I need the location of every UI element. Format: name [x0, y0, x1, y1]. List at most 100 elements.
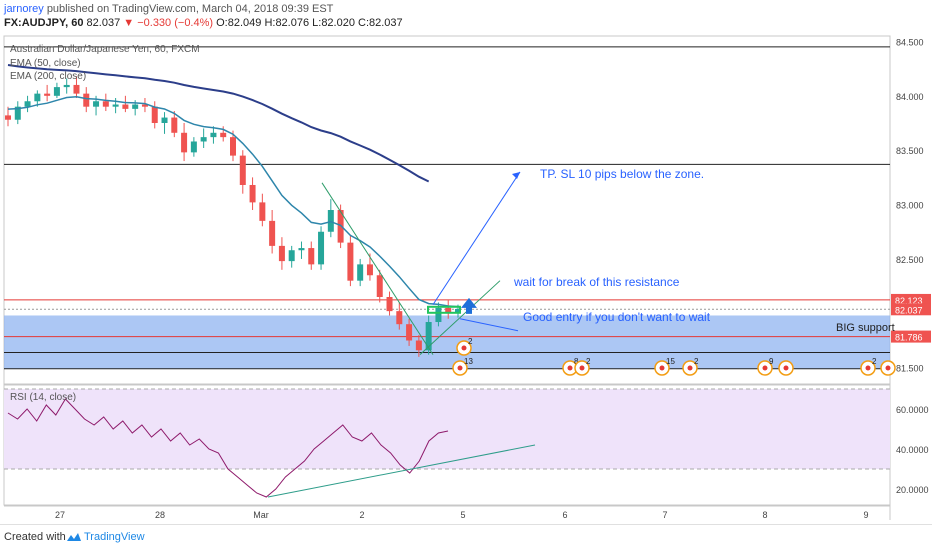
tradingview-brand[interactable]: TradingView: [84, 531, 145, 543]
price-tick-label: 81.500: [896, 364, 924, 374]
time-tick-label: 6: [562, 510, 567, 520]
rsi-title: RSI (14, close): [10, 392, 76, 403]
symbol-line: FX:AUDJPY, 60 82.037 ▼ −0.330 (−0.4%) O:…: [4, 17, 403, 29]
candle-body: [44, 93, 51, 96]
candle-body: [386, 297, 393, 312]
candle-body: [181, 132, 188, 153]
candle-body: [220, 132, 227, 138]
time-tick-label: 27: [55, 510, 65, 520]
candle-body: [298, 248, 305, 251]
candle-body: [259, 202, 266, 221]
price-tick-label: 82.500: [896, 255, 924, 265]
ema200-line: [7, 64, 430, 183]
rsi-trendline: [267, 444, 536, 498]
tp-arrow: [432, 171, 521, 305]
candle-body: [239, 155, 246, 185]
time-tick-label: 8: [762, 510, 767, 520]
author-link[interactable]: jarnorey: [4, 3, 44, 15]
candle-body: [406, 324, 413, 341]
event-dot-icon: [762, 365, 768, 371]
legend-ema50: EMA (50, close): [10, 58, 81, 69]
event-badge-count: 2: [694, 357, 699, 366]
candle-body: [435, 307, 442, 323]
event-dot-icon: [461, 345, 467, 351]
rsi-tick-label: 60.0000: [896, 405, 929, 415]
last-price: 82.037: [86, 17, 121, 29]
annotation-entry: Good entry if you don't want to wait: [523, 310, 711, 324]
candle-body: [269, 220, 276, 246]
price-label-box: [891, 293, 931, 306]
candle-body: [200, 137, 207, 142]
annotation-support: BIG support: [836, 322, 895, 334]
publish-line: jarnorey published on TradingView.com, M…: [4, 3, 333, 15]
price-chart[interactable]: 213 8 2 15 2 9 2 84.50084.00083.50083.00082.50…: [0, 32, 932, 524]
candle-body: [455, 308, 461, 314]
time-tick-label: 2: [359, 510, 364, 520]
wedge-trendline-upper: [321, 182, 434, 355]
event-dot-icon: [659, 365, 665, 371]
candle-body: [93, 101, 100, 107]
candle-body: [63, 84, 70, 88]
event-dot-icon: [579, 365, 585, 371]
rsi-tick-label: 20.0000: [896, 485, 929, 495]
entry-box: [427, 305, 461, 314]
event-dot-icon: [783, 365, 789, 371]
candle-body: [161, 117, 168, 123]
event-badge-count: 2: [872, 357, 877, 366]
support-zone: [4, 315, 890, 369]
candle-body: [151, 106, 158, 123]
candle-body: [308, 248, 315, 265]
price-label: 82.123: [895, 296, 923, 306]
time-tick-label: 9: [863, 510, 868, 520]
event-dot-icon: [567, 365, 573, 371]
price-label-box: [891, 303, 931, 316]
event-badge-count: 15: [666, 357, 675, 366]
candle-body: [132, 104, 139, 109]
price-tick-label: 83.500: [896, 146, 924, 156]
event-dot-icon: [687, 365, 693, 371]
publish-info: published on TradingView.com, March 04, …: [46, 3, 334, 15]
tradingview-logo-icon[interactable]: [66, 529, 82, 547]
candle-body: [366, 264, 373, 276]
price-tick-label: 84.500: [896, 37, 924, 47]
candle-body: [53, 87, 60, 96]
candle-body: [24, 101, 31, 107]
candle-body: [141, 104, 148, 107]
price-label-box: [891, 330, 931, 343]
entry-arrow: [459, 318, 519, 332]
candle-body: [357, 264, 364, 281]
candle-body: [396, 311, 403, 325]
candle-body: [112, 104, 119, 107]
candle-body: [34, 93, 41, 102]
annotation-resistance: wait for break of this resistance: [513, 275, 680, 289]
event-badge-count: 9: [769, 357, 774, 366]
candle-body: [425, 322, 432, 351]
down-arrow-icon: ▼: [123, 17, 135, 29]
chart-title: Australian Dollar/Japanese Yen, 60, FXCM: [10, 44, 200, 55]
candle-body: [14, 106, 21, 120]
ohlc-values: O:82.049 H:82.076 L:82.020 C:82.037: [216, 17, 403, 29]
candle-body: [249, 184, 256, 203]
candle-body: [190, 141, 197, 153]
wedge-trendline-lower: [419, 280, 501, 356]
price-tick-label: 83.000: [896, 201, 924, 211]
price-change: −0.330 (−0.4%): [137, 17, 214, 29]
candle-body: [102, 101, 109, 107]
candle-body: [347, 242, 354, 281]
tp-arrow-head-icon: [512, 171, 520, 179]
event-badge-count: 2: [468, 337, 473, 346]
rsi-band: [4, 389, 890, 469]
time-tick-label: Mar: [253, 510, 269, 520]
event-dot-icon: [885, 365, 891, 371]
up-arrow-icon: [461, 297, 477, 314]
chart-header: jarnorey published on TradingView.com, M…: [0, 0, 932, 32]
candle-body: [230, 137, 236, 156]
rsi-tick-label: 40.0000: [896, 445, 929, 455]
time-tick-label: 7: [662, 510, 667, 520]
event-dot-icon: [865, 365, 871, 371]
candle-body: [376, 275, 383, 297]
event-badge-count: 13: [464, 357, 473, 366]
annotation-tp: TP. SL 10 pips below the zone.: [540, 167, 704, 181]
candle-body: [73, 84, 80, 94]
price-label: 82.037: [895, 305, 923, 315]
